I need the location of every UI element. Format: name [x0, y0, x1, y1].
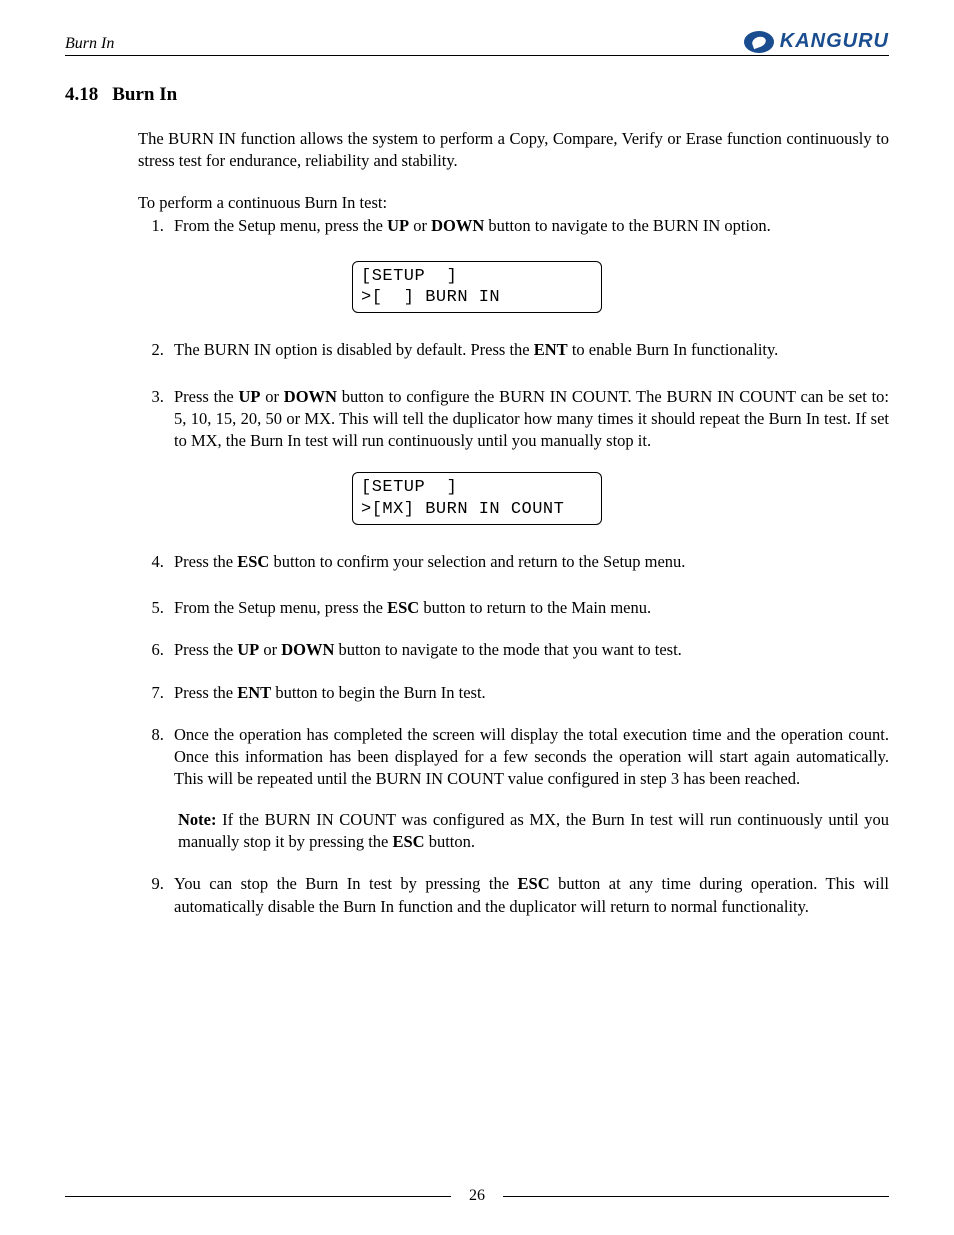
section-title: Burn In	[112, 84, 177, 105]
footer-rule-left	[65, 1196, 451, 1197]
lcd-display-1: [SETUP ] >[ ] BURN IN	[352, 261, 602, 314]
step-8-note: Note: If the BURN IN COUNT was configure…	[178, 809, 889, 854]
step-6: Press the UP or DOWN button to navigate …	[168, 639, 889, 661]
step-1: From the Setup menu, press the UP or DOW…	[168, 215, 889, 237]
intro-paragraph: The BURN IN function allows the system t…	[138, 128, 889, 173]
footer-rule-right	[503, 1196, 889, 1197]
step-4: Press the ESC button to confirm your sel…	[168, 551, 889, 573]
page-number: 26	[469, 1187, 485, 1205]
step-7: Press the ENT button to begin the Burn I…	[168, 682, 889, 704]
logo-icon	[744, 31, 774, 53]
steps-list-cont2: Press the ESC button to confirm your sel…	[138, 551, 889, 918]
section-heading: 4.18 Burn In	[65, 84, 889, 106]
logo-text: KANGURU	[780, 30, 889, 53]
step-8: Once the operation has completed the scr…	[168, 724, 889, 853]
page-header: Burn In KANGURU	[65, 30, 889, 56]
step-9: You can stop the Burn In test by pressin…	[168, 873, 889, 918]
brand-logo: KANGURU	[744, 30, 889, 53]
page-footer: 26	[65, 1187, 889, 1205]
lead-sentence: To perform a continuous Burn In test:	[138, 193, 889, 213]
steps-list: From the Setup menu, press the UP or DOW…	[138, 215, 889, 237]
step-3: Press the UP or DOWN button to configure…	[168, 386, 889, 453]
page: Burn In KANGURU 4.18 Burn In The BURN IN …	[0, 0, 954, 1235]
steps-list-cont: The BURN IN option is disabled by defaul…	[138, 339, 889, 452]
step-2: The BURN IN option is disabled by defaul…	[168, 339, 889, 361]
lcd-display-2: [SETUP ] >[MX] BURN IN COUNT	[352, 472, 602, 525]
step-5: From the Setup menu, press the ESC butto…	[168, 597, 889, 619]
section-number: 4.18	[65, 84, 98, 106]
running-head: Burn In	[65, 35, 114, 53]
